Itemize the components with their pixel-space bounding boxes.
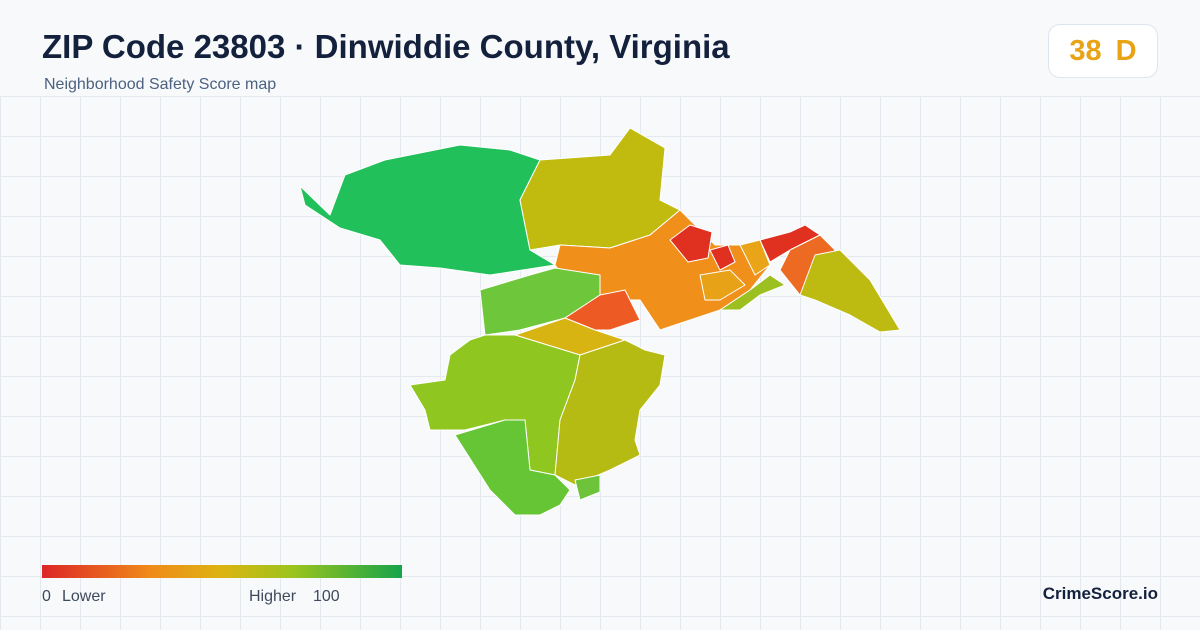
region	[299, 144, 556, 276]
region	[739, 239, 771, 276]
subtitle: Neighborhood Safety Score map	[44, 76, 277, 93]
legend-min: 0	[42, 588, 51, 605]
region	[799, 249, 901, 333]
legend-gradient	[42, 565, 402, 578]
title: ZIP Code 23803 · Dinwiddie County, Virgi…	[42, 28, 730, 65]
region	[554, 339, 666, 486]
legend-min-label: Lower	[62, 588, 106, 605]
brand: CrimeScore.io	[1042, 584, 1158, 603]
score-grade: D	[1115, 34, 1137, 67]
score-badge: 38 D	[1048, 24, 1158, 78]
legend-max-label: Higher	[249, 588, 297, 605]
score-value: 38	[1069, 34, 1102, 67]
region	[574, 474, 601, 501]
region	[719, 274, 786, 311]
region	[709, 244, 736, 271]
legend-max: 100	[313, 588, 340, 605]
region	[454, 419, 571, 516]
region	[699, 269, 746, 301]
region	[669, 224, 713, 263]
